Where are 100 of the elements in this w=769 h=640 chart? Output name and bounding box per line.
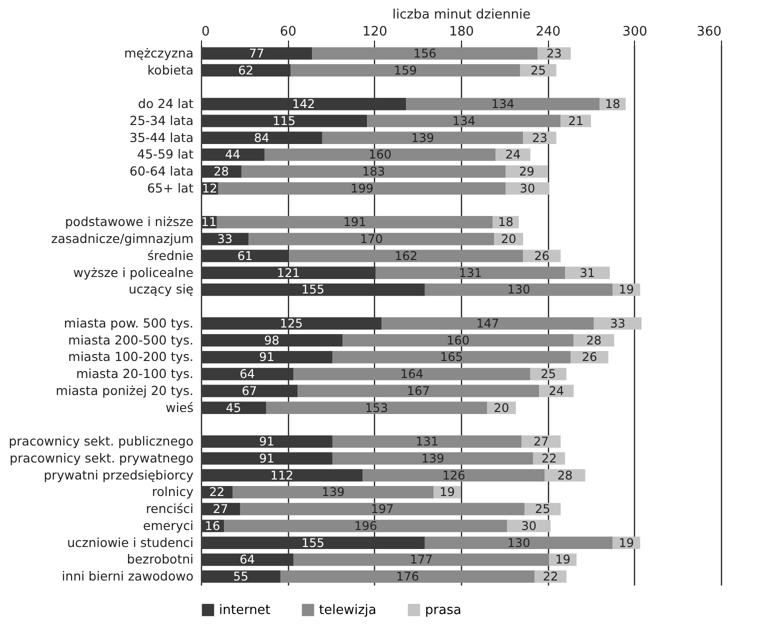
x-tick-label: 0 — [202, 24, 210, 40]
data-label: 177 — [410, 552, 433, 567]
y-tick-label: inni bierni zawodowo — [62, 568, 194, 584]
data-label: 91 — [259, 451, 274, 466]
y-tick-label: miasta 20-100 tys. — [76, 366, 194, 382]
data-label: 125 — [280, 316, 303, 330]
data-label: 19 — [618, 536, 634, 550]
data-label: 147 — [476, 316, 500, 330]
data-label: 62 — [238, 63, 254, 78]
data-label: 91 — [259, 350, 274, 364]
y-tick-label: 25-34 lata — [130, 112, 194, 128]
data-label: 156 — [413, 46, 436, 60]
data-label: 191 — [343, 215, 366, 230]
data-label: 139 — [322, 485, 345, 500]
x-tick-label: 120 — [362, 24, 388, 40]
y-tick-label: wyższe i policealne — [73, 264, 194, 280]
data-label: 27 — [212, 502, 228, 516]
data-label: 22 — [541, 451, 557, 466]
y-tick-label: 35-44 lata — [130, 130, 194, 145]
data-label: 160 — [368, 148, 392, 162]
data-label: 126 — [442, 468, 466, 482]
data-label: 64 — [240, 552, 255, 567]
data-label: 165 — [440, 350, 464, 364]
data-label: 18 — [605, 97, 620, 112]
data-label: 162 — [394, 248, 418, 263]
y-tick-label: 65+ lat — [147, 180, 194, 196]
data-label: 30 — [520, 181, 536, 196]
data-label: 22 — [209, 485, 225, 500]
data-label: 131 — [416, 434, 439, 449]
data-label: 29 — [519, 164, 534, 179]
data-label: 196 — [354, 518, 378, 533]
x-tick-label: 240 — [536, 24, 561, 40]
data-label: 20 — [501, 232, 516, 246]
data-label: 139 — [421, 451, 444, 466]
x-tick-label: 60 — [280, 24, 296, 40]
data-label: 44 — [225, 148, 240, 162]
data-label: 30 — [521, 518, 537, 533]
data-label: 159 — [394, 63, 417, 78]
data-label: 28 — [214, 164, 229, 179]
y-tick-label: 60-64 lata — [130, 164, 194, 179]
y-tick-label: bezrobotni — [126, 552, 194, 567]
data-label: 183 — [362, 164, 386, 179]
legend-label: telewizja — [319, 603, 376, 618]
y-tick-label: uczniowie i studenci — [67, 534, 194, 550]
x-axis-title: liczba minut dziennie — [392, 8, 531, 22]
data-label: 24 — [548, 384, 564, 398]
data-label: 98 — [264, 333, 280, 348]
data-label: 24 — [505, 148, 521, 162]
data-label: 33 — [217, 232, 232, 246]
data-label: 45 — [226, 400, 242, 415]
data-label: 25 — [534, 502, 550, 516]
data-label: 77 — [248, 46, 264, 60]
data-label: 164 — [400, 367, 424, 382]
y-tick-label: miasta 100-200 tys. — [68, 349, 194, 364]
data-label: 28 — [557, 468, 573, 482]
data-label: 155 — [301, 536, 324, 550]
data-label: 25 — [530, 63, 546, 78]
data-label: 12 — [202, 181, 218, 196]
data-label: 25 — [540, 367, 556, 382]
data-label: 23 — [532, 130, 548, 145]
data-label: 84 — [254, 130, 270, 145]
data-label: 21 — [568, 114, 584, 128]
data-label: 28 — [586, 333, 602, 348]
data-label: 121 — [276, 266, 300, 280]
data-label: 20 — [494, 400, 510, 415]
data-label: 22 — [542, 570, 558, 584]
y-tick-label: miasta poniżej 20 tys. — [56, 382, 194, 398]
y-tick-label: mężczyzna — [124, 45, 194, 60]
y-tick-label: pracownicy sekt. prywatnego — [10, 450, 194, 466]
data-label: 33 — [610, 316, 626, 330]
data-label: 18 — [498, 215, 514, 230]
data-label: 112 — [270, 468, 294, 482]
data-label: 153 — [365, 400, 388, 415]
data-label: 197 — [370, 502, 394, 516]
y-tick-label: pracownicy sekt. publicznego — [8, 434, 194, 449]
y-tick-label: wieś — [166, 400, 194, 415]
data-label: 170 — [360, 232, 383, 246]
data-label: 27 — [534, 434, 549, 449]
data-label: 199 — [350, 181, 374, 196]
data-label: 67 — [242, 384, 258, 398]
data-label: 130 — [507, 536, 530, 550]
data-label: 134 — [452, 114, 476, 128]
y-tick-label: miasta pow. 500 tys. — [64, 315, 194, 330]
y-tick-label: kobieta — [147, 62, 194, 78]
data-label: 16 — [204, 518, 220, 533]
data-label: 139 — [411, 130, 434, 145]
y-tick-label: prywatni przedsiębiorcy — [44, 467, 194, 482]
data-label: 160 — [446, 333, 470, 348]
x-tick-label: 180 — [449, 24, 474, 40]
data-label: 61 — [237, 248, 253, 263]
data-label: 11 — [201, 215, 217, 230]
data-label: 167 — [406, 384, 430, 398]
y-tick-label: uczący się — [128, 282, 194, 297]
y-tick-label: do 24 lat — [138, 96, 194, 112]
data-label: 176 — [396, 570, 420, 584]
y-tick-label: 45-59 lat — [137, 146, 194, 162]
data-label: 130 — [507, 282, 530, 297]
data-label: 19 — [440, 485, 455, 500]
x-tick-label: 360 — [696, 24, 722, 40]
legend-label: internet — [219, 603, 270, 618]
